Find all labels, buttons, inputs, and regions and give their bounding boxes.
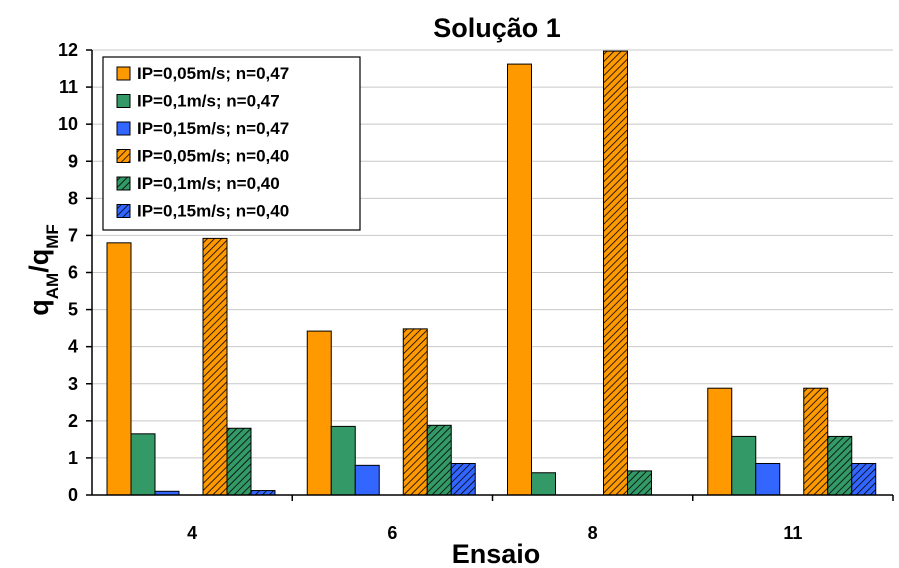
legend: IP=0,05m/s; n=0,47 IP=0,1m/s; n=0,47 IP=0,… <box>102 56 361 231</box>
bar <box>106 242 132 496</box>
bar <box>354 464 380 496</box>
y-tick-label: 0 <box>68 485 78 505</box>
y-tick-label: 8 <box>68 188 78 208</box>
y-tick-label: 7 <box>68 225 78 245</box>
y-axis-title: qAM/qMF <box>24 224 62 316</box>
bar <box>851 462 877 496</box>
y-axis-title-main: q <box>24 299 54 316</box>
legend-swatch <box>116 176 131 191</box>
bar <box>426 424 452 496</box>
bar <box>731 435 757 496</box>
y-tick-label: 4 <box>68 337 78 357</box>
legend-label: IP=0,05m/s; n=0,47 <box>137 64 289 83</box>
bar <box>330 425 356 496</box>
legend-box <box>102 56 361 231</box>
legend-swatch <box>116 66 131 81</box>
y-tick-label: 2 <box>68 411 78 431</box>
legend-label: IP=0,1m/s; n=0,40 <box>137 174 280 193</box>
axes <box>86 49 894 501</box>
bar <box>603 50 628 496</box>
legend-swatch <box>116 204 131 218</box>
bar <box>306 330 332 496</box>
y-tick-label: 6 <box>68 263 78 283</box>
bar <box>627 470 652 496</box>
x-axis-title: Ensaio <box>452 539 541 568</box>
x-tick-label: 11 <box>783 523 802 543</box>
bar <box>755 462 781 496</box>
bars <box>106 50 877 496</box>
x-tick-label: 4 <box>187 523 197 543</box>
legend-swatch <box>116 121 131 136</box>
bar <box>707 387 733 496</box>
bar <box>402 328 428 496</box>
chart-title: Solução 1 <box>433 13 561 43</box>
y-tick-label: 3 <box>68 374 78 394</box>
x-tick-label: 6 <box>387 523 397 543</box>
y-tick-label: 1 <box>68 448 78 468</box>
x-tick-labels: 4 6 8 11 <box>187 523 802 543</box>
y-tick-label: 11 <box>59 77 78 97</box>
legend-label: IP=0,05m/s; n=0,40 <box>137 147 289 166</box>
y-tick-label: 12 <box>58 40 78 60</box>
x-tick-label: 8 <box>588 523 598 543</box>
y-tick-label: 5 <box>68 300 78 320</box>
bar <box>827 435 853 496</box>
y-axis-title-sub1: AM <box>43 273 62 299</box>
bar <box>202 237 228 496</box>
bar <box>531 472 556 496</box>
bar <box>450 462 476 496</box>
legend-swatch <box>116 94 131 108</box>
legend-label: IP=0,15m/s; n=0,40 <box>137 202 289 221</box>
y-tick-label: 10 <box>58 114 78 134</box>
bar <box>130 433 156 496</box>
legend-label: IP=0,15m/s; n=0,47 <box>137 119 289 138</box>
y-axis-title-sub2: MF <box>43 224 62 249</box>
y-tick-label: 9 <box>68 151 78 171</box>
legend-swatch <box>116 149 131 163</box>
bar <box>803 387 829 496</box>
bar <box>507 63 532 496</box>
y-axis-title-sep: /q <box>24 249 54 273</box>
bar <box>226 427 252 496</box>
legend-label: IP=0,1m/s; n=0,47 <box>137 92 280 111</box>
